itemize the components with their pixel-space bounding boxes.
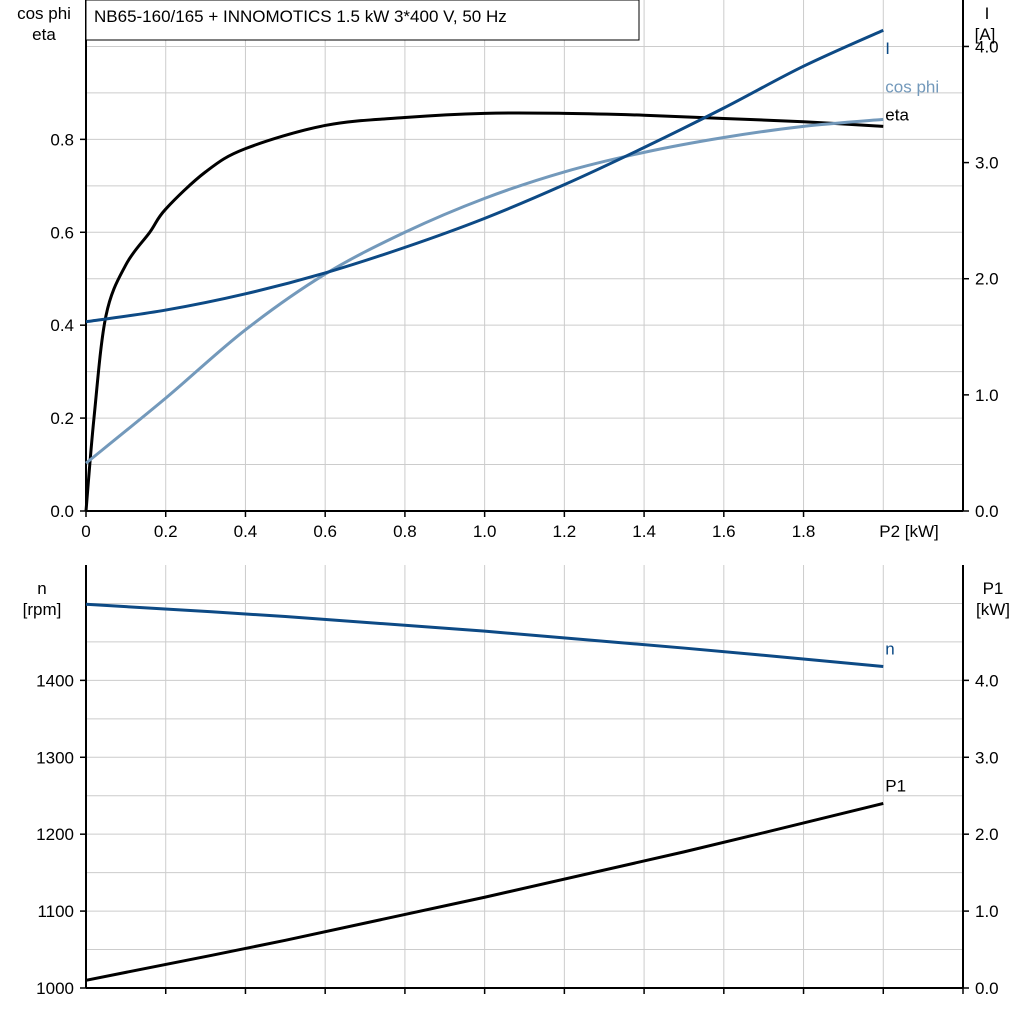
y-tick-label-right: 0.0 (975, 979, 999, 998)
y-axis-label-right: I (985, 4, 990, 23)
series-label: eta (885, 105, 909, 124)
series-label: P1 (885, 776, 906, 795)
y-tick-label-right: 3.0 (975, 154, 999, 173)
y-tick-label-right: 1.0 (975, 902, 999, 921)
y-tick-label-right: 4.0 (975, 37, 999, 56)
series-line-p1 (85, 801, 884, 982)
y-tick-label-left: 1400 (36, 671, 74, 690)
x-tick-label: 1.4 (632, 522, 656, 541)
x-tick-label: 1.6 (712, 522, 736, 541)
y-tick-label-right: 2.0 (975, 270, 999, 289)
y-axis-label-right: P1 (983, 579, 1004, 598)
y-axis-label-left: n (37, 579, 46, 598)
series-line-eta (84, 111, 884, 512)
y-axis-label-left: [rpm] (23, 600, 62, 619)
y-tick-label-right: 0.0 (975, 502, 999, 521)
y-tick-label-left: 1300 (36, 748, 74, 767)
x-tick-label: 1.2 (553, 522, 577, 541)
x-tick-label: 0 (81, 522, 90, 541)
x-tick-label: 0.8 (393, 522, 417, 541)
y-tick-label-right: 1.0 (975, 386, 999, 405)
series-label: I (885, 39, 890, 58)
series-line-cos-phi (85, 117, 884, 465)
x-tick-label: 0.6 (313, 522, 337, 541)
series-label: n (885, 640, 894, 659)
y-tick-label-left: 0.6 (50, 223, 74, 242)
y-axis-label-right: [A] (975, 25, 996, 44)
y-tick-label-right: 2.0 (975, 825, 999, 844)
title-box (85, 0, 640, 41)
series-line-n (85, 602, 884, 669)
y-axis-label-left: cos phi (17, 4, 71, 23)
x-axis-label: P2 [kW] (879, 522, 939, 541)
y-tick-label-left: 0.0 (50, 502, 74, 521)
y-axis-label-left: eta (32, 25, 56, 44)
y-tick-label-left: 0.2 (50, 409, 74, 428)
y-tick-label-left: 1200 (36, 825, 74, 844)
x-tick-label: 0.4 (234, 522, 258, 541)
y-axis-label-right: [kW] (976, 600, 1010, 619)
series-line-i (85, 28, 884, 324)
series-label: cos phi (885, 77, 939, 96)
y-tick-label-right: 3.0 (975, 748, 999, 767)
x-tick-label: 0.2 (154, 522, 178, 541)
y-tick-label-left: 0.4 (50, 316, 74, 335)
y-tick-label-left: 1100 (37, 902, 74, 921)
x-tick-label: 1.8 (792, 522, 816, 541)
y-tick-label-left: 1000 (36, 979, 74, 998)
y-tick-label-left: 0.8 (50, 130, 74, 149)
y-tick-label-right: 4.0 (975, 671, 999, 690)
chart-title: NB65-160/165 + INNOMOTICS 1.5 kW 3*400 V… (94, 7, 507, 26)
x-tick-label: 1.0 (473, 522, 497, 541)
